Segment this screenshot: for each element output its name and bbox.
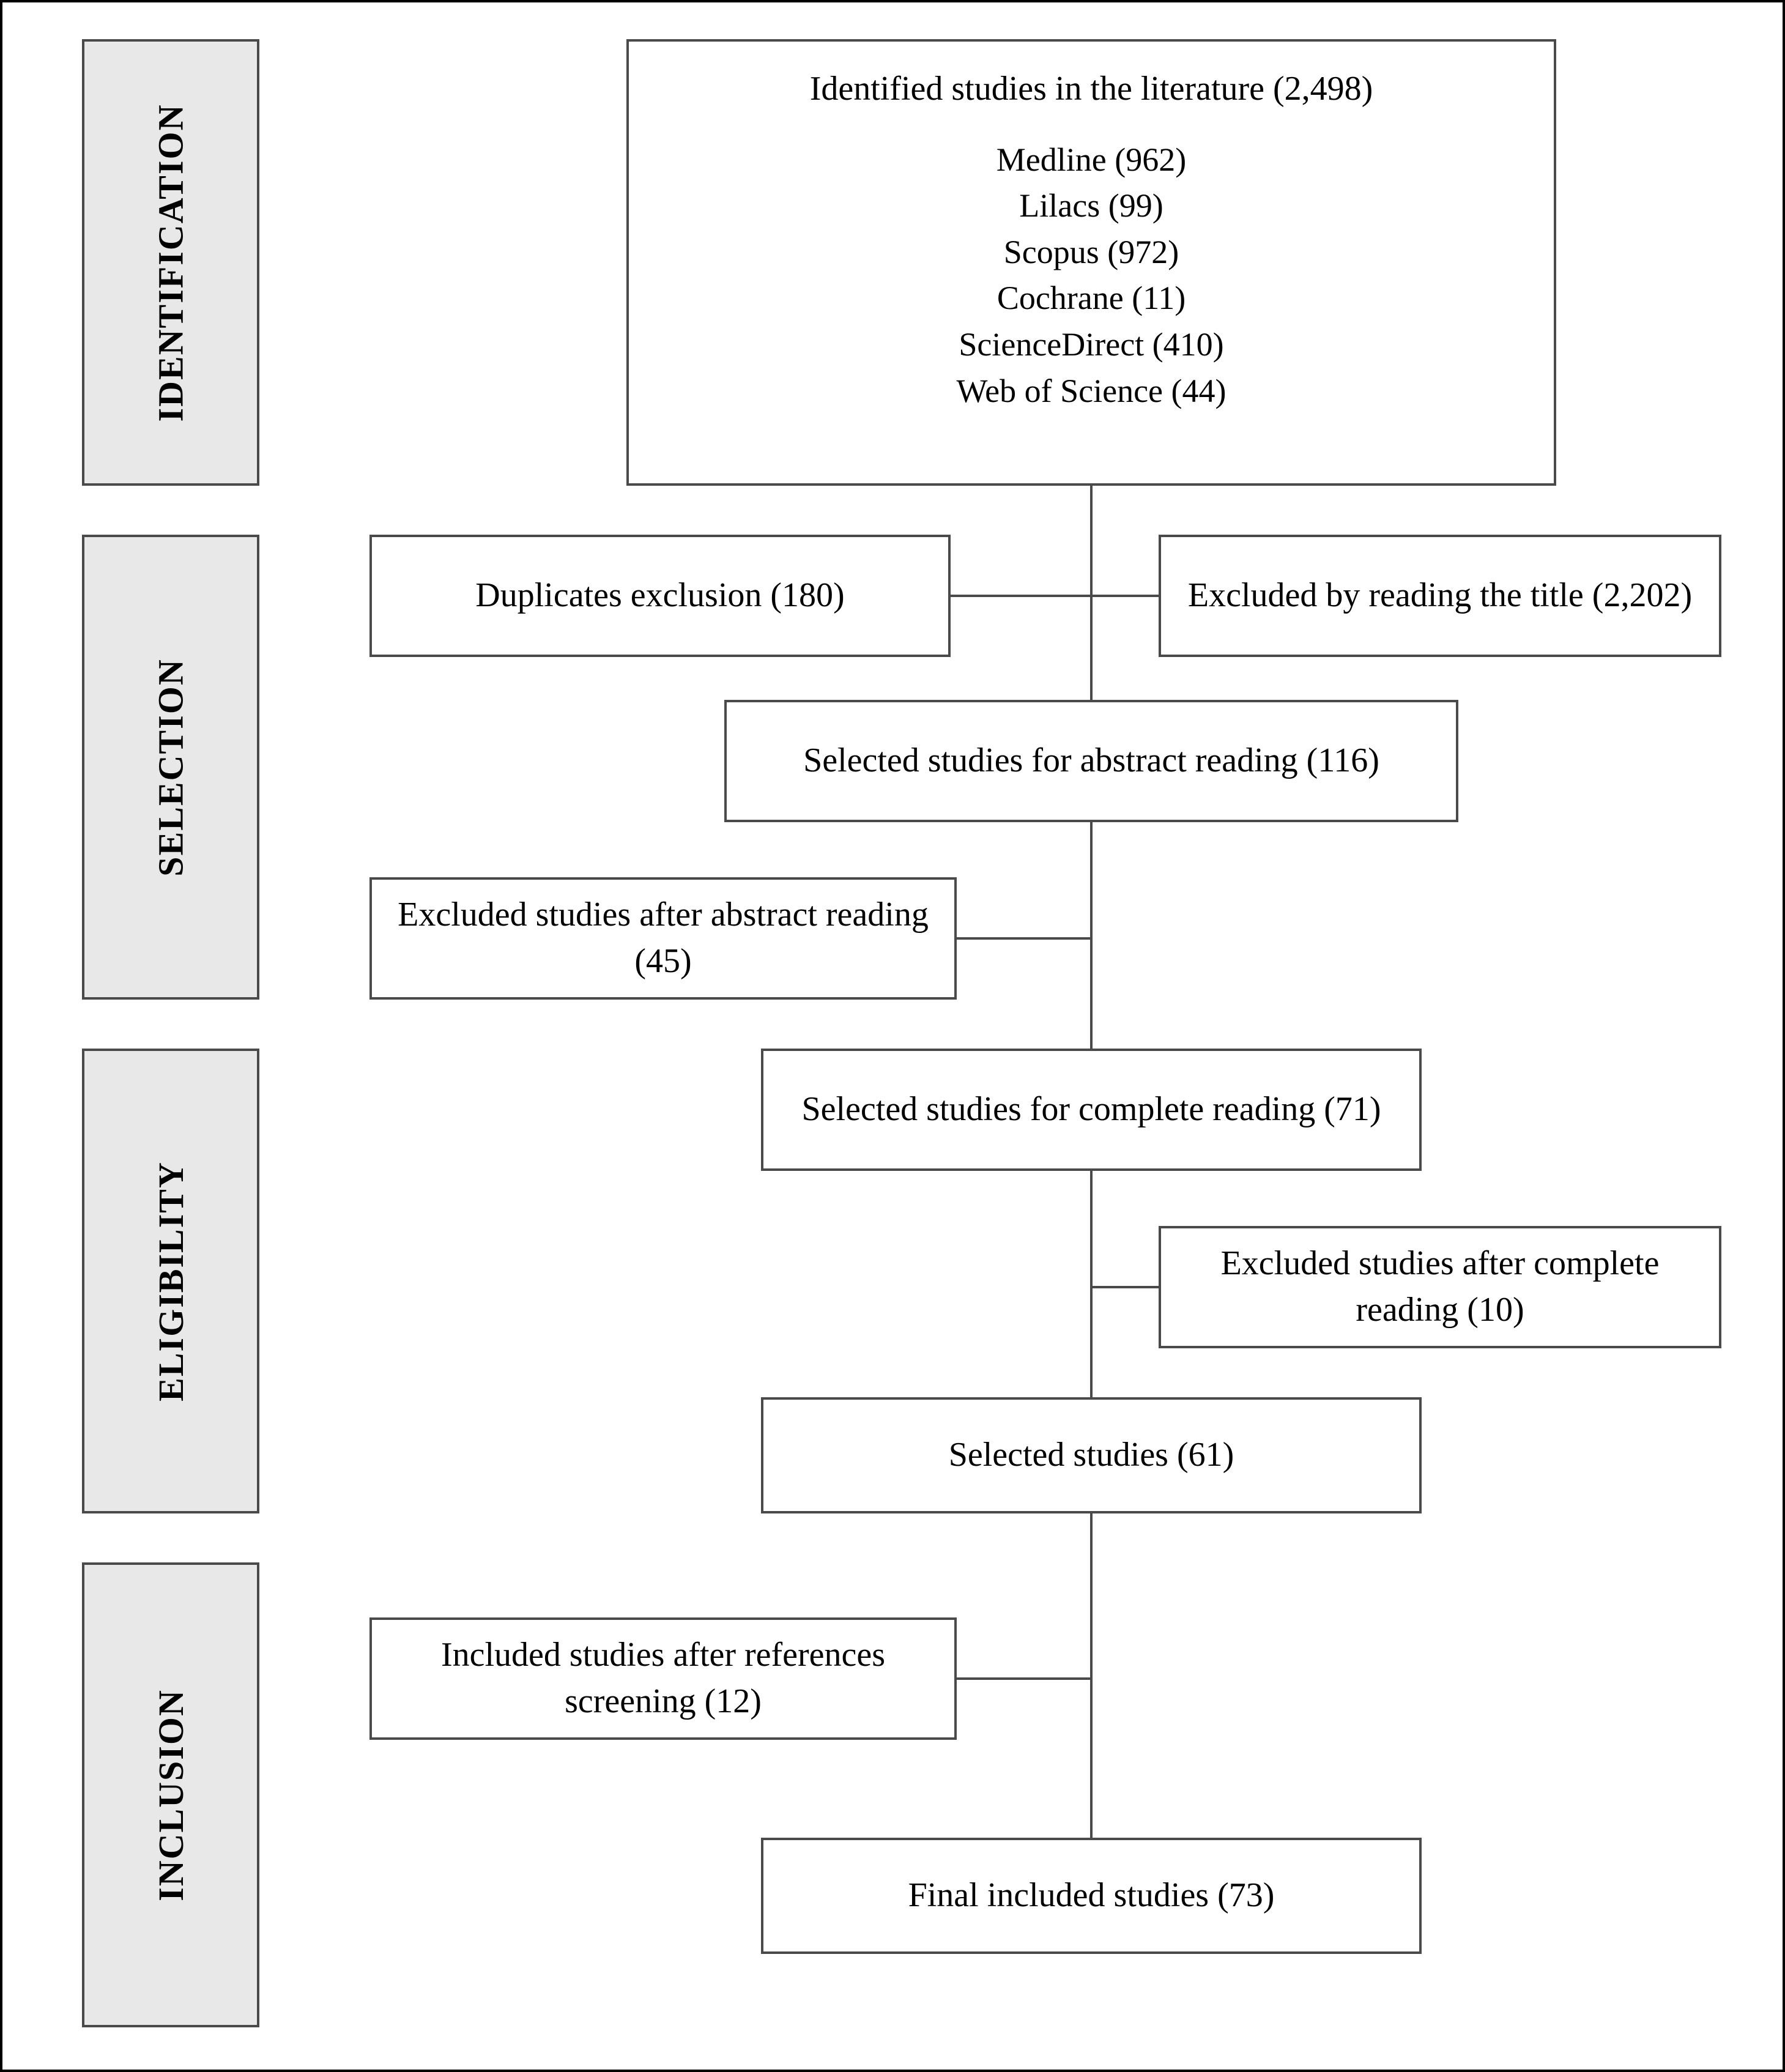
connector-line — [1090, 1171, 1093, 1397]
db-line: Scopus (972) — [1004, 229, 1179, 276]
stage-label-text: ELIGIBILITY — [150, 1161, 191, 1402]
box-text: Duplicates exclusion (180) — [475, 573, 844, 619]
connector-line — [1093, 1286, 1159, 1288]
box-abstract-reading: Selected studies for abstract reading (1… — [724, 700, 1458, 822]
db-line: Lilacs (99) — [1019, 183, 1163, 229]
box-identified: Identified studies in the literature (2,… — [626, 39, 1556, 486]
box-text: Selected studies for abstract reading (1… — [803, 738, 1379, 784]
db-line: ScienceDirect (410) — [959, 322, 1223, 368]
box-text: Final included studies (73) — [908, 1873, 1275, 1919]
connector-line — [957, 1677, 1090, 1680]
box-text: Excluded by reading the title (2,202) — [1188, 573, 1692, 619]
box-text: Excluded studies after abstract reading … — [390, 892, 936, 984]
stage-label-text: SELECTION — [150, 658, 191, 876]
connector-line — [1090, 1513, 1093, 1838]
box-text: Selected studies for complete reading (7… — [802, 1086, 1381, 1133]
box-text: Included studies after references screen… — [390, 1632, 936, 1725]
box-refs-screening: Included studies after references screen… — [369, 1617, 957, 1740]
flowchart-frame: IDENTIFICATION SELECTION ELIGIBILITY INC… — [0, 0, 1785, 2072]
box-complete-reading: Selected studies for complete reading (7… — [761, 1049, 1422, 1171]
connector-line — [1090, 486, 1093, 700]
box-excluded-complete: Excluded studies after complete reading … — [1159, 1226, 1721, 1348]
stage-selection: SELECTION — [82, 535, 259, 1000]
connector-line — [1090, 822, 1093, 1049]
box-duplicates: Duplicates exclusion (180) — [369, 535, 951, 657]
box-selected: Selected studies (61) — [761, 1397, 1422, 1513]
db-line: Medline (962) — [996, 137, 1186, 184]
connector-line — [951, 595, 1090, 597]
connector-line — [1093, 595, 1159, 597]
box-final: Final included studies (73) — [761, 1838, 1422, 1954]
stage-inclusion: INCLUSION — [82, 1562, 259, 2027]
stage-identification: IDENTIFICATION — [82, 39, 259, 486]
db-line: Cochrane (11) — [997, 275, 1186, 322]
box-excluded-title: Excluded by reading the title (2,202) — [1159, 535, 1721, 657]
stage-eligibility: ELIGIBILITY — [82, 1049, 259, 1513]
connector-line — [957, 937, 1090, 940]
stage-label-text: IDENTIFICATION — [150, 103, 191, 421]
stage-label-text: INCLUSION — [150, 1689, 191, 1901]
box-text: Selected studies (61) — [949, 1432, 1234, 1479]
identified-title: Identified studies in the literature (2,… — [810, 66, 1373, 113]
db-line: Web of Science (44) — [957, 368, 1226, 415]
box-excluded-abstract: Excluded studies after abstract reading … — [369, 877, 957, 1000]
box-text: Excluded studies after complete reading … — [1179, 1241, 1701, 1333]
